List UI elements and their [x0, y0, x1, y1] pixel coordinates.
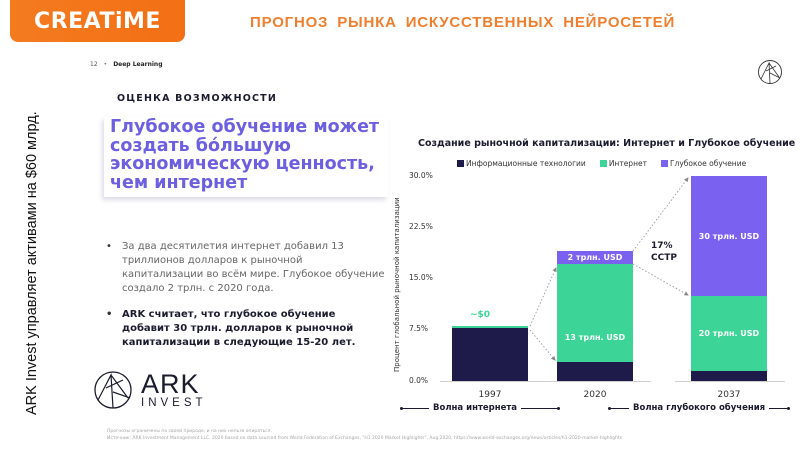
- separator: •: [103, 61, 108, 68]
- baseline: [543, 381, 651, 382]
- baseline: [440, 381, 552, 382]
- segment-label: 2 трлн. USD: [567, 253, 623, 262]
- footnotes: Прогнозы ограничены по своей природе, и …: [107, 428, 622, 442]
- wave-label: Волна интернета: [433, 403, 518, 413]
- slide-title: ПРОГНОЗ РЫНКА ИСКУССТВЕННЫХ НЕЙРОСЕТЕЙ: [250, 14, 676, 31]
- bar-segment-internet: 13 трлн. USD: [557, 264, 633, 362]
- growth-label: CCTP: [651, 253, 677, 263]
- segment-label: 13 трлн. USD: [564, 332, 626, 342]
- y-tick: 0.0%: [409, 376, 429, 385]
- ark-wordmark: ARK: [141, 369, 200, 399]
- chart-legend: Информационные технологии Интернет Глубо…: [457, 159, 746, 168]
- wave-end-dot: [557, 406, 561, 410]
- wave-deep-learning: Волна глубокого обучения: [608, 403, 791, 413]
- ark-badge-icon: [758, 60, 782, 84]
- logo-text: CREATiME: [34, 8, 161, 34]
- ark-invest-logo: ARK INVEST: [93, 370, 207, 410]
- x-label: 2037: [717, 390, 741, 400]
- section-eyebrow: ОЦЕНКА ВОЗМОЖНОСТИ: [117, 93, 278, 104]
- bar-2037: 30 трлн. USD 20 трлн. USD: [691, 176, 767, 381]
- y-tick: 15.0%: [409, 273, 433, 282]
- segment-label: 30 трлн. USD: [698, 231, 760, 241]
- legend-swatch: [599, 160, 607, 167]
- wave-start-dot: [400, 406, 403, 410]
- annotation-1997: ~$0: [470, 310, 491, 320]
- y-tick: 22.5%: [409, 222, 433, 231]
- legend-item-internet: Интернет: [599, 159, 647, 168]
- bar-segment-internet: [452, 326, 528, 328]
- ark-emblem-icon: [94, 371, 132, 409]
- section-name: Deep Learning: [113, 61, 163, 68]
- wave-label: Волна глубокого обучения: [633, 403, 766, 413]
- bar-segment-it: [452, 328, 528, 381]
- bullet-item: ARK считает, что глубокое обучение добав…: [106, 308, 386, 350]
- x-label: 2020: [583, 390, 607, 400]
- disclaimer: Прогнозы ограничены по своей природе, и …: [107, 429, 272, 434]
- bar-segment-it: [691, 371, 767, 381]
- segment-label: 20 трлн. USD: [698, 329, 760, 338]
- wave-line: [611, 407, 629, 409]
- source-note: Источник: ARK Investment Management LLC.…: [107, 436, 622, 441]
- headline: Глубокое обучение может создать бо́льшую…: [110, 117, 380, 193]
- wave-start-dot: [608, 406, 611, 410]
- creatime-logo: CREATiME: [10, 0, 185, 42]
- vertical-note: ARK Invest управляет активами на $60 млр…: [24, 111, 40, 415]
- wave-line: [403, 407, 429, 409]
- ark-subwordmark: INVEST: [141, 397, 207, 409]
- page-number: 12: [90, 61, 98, 68]
- bar-2020: 2 трлн. USD 13 трлн. USD: [557, 251, 633, 381]
- wave-line: [769, 407, 788, 409]
- y-tick: 7.5%: [409, 324, 429, 333]
- wave-line: [521, 407, 558, 409]
- legend-swatch: [660, 160, 668, 167]
- bullet-list: За два десятилетия интернет добавил 13 т…: [106, 240, 386, 350]
- legend-label: Глубокое обучение: [669, 159, 747, 168]
- wave-internet: Волна интернета: [400, 403, 561, 413]
- legend-swatch: [457, 160, 464, 167]
- y-axis-title: Процент глобальной рыночной капитализаци…: [393, 197, 401, 372]
- chart-title: Создание рыночной капитализации: Интерне…: [418, 138, 796, 149]
- legend-item-it: Информационные технологии: [457, 159, 586, 168]
- legend-label: Информационные технологии: [466, 159, 586, 168]
- bar-1997: [452, 326, 528, 381]
- x-label: 1997: [478, 390, 502, 400]
- legend-label: Интернет: [608, 159, 647, 168]
- y-tick: 30.0%: [409, 171, 433, 180]
- headline-card: [104, 117, 388, 197]
- bar-segment-it: [557, 362, 633, 381]
- legend-item-deep-learning: Глубокое обучение: [660, 159, 747, 168]
- growth-rate: 17%: [651, 241, 673, 251]
- bar-segment-deep-learning: 2 трлн. USD: [557, 251, 633, 264]
- baseline: [675, 381, 785, 382]
- bar-segment-internet: 20 трлн. USD: [691, 296, 767, 371]
- page-meta: 12 • Deep Learning: [90, 61, 163, 68]
- bullet-item: За два десятилетия интернет добавил 13 т…: [106, 240, 386, 296]
- bar-segment-deep-learning: 30 трлн. USD: [691, 176, 767, 296]
- wave-end-dot: [787, 406, 791, 410]
